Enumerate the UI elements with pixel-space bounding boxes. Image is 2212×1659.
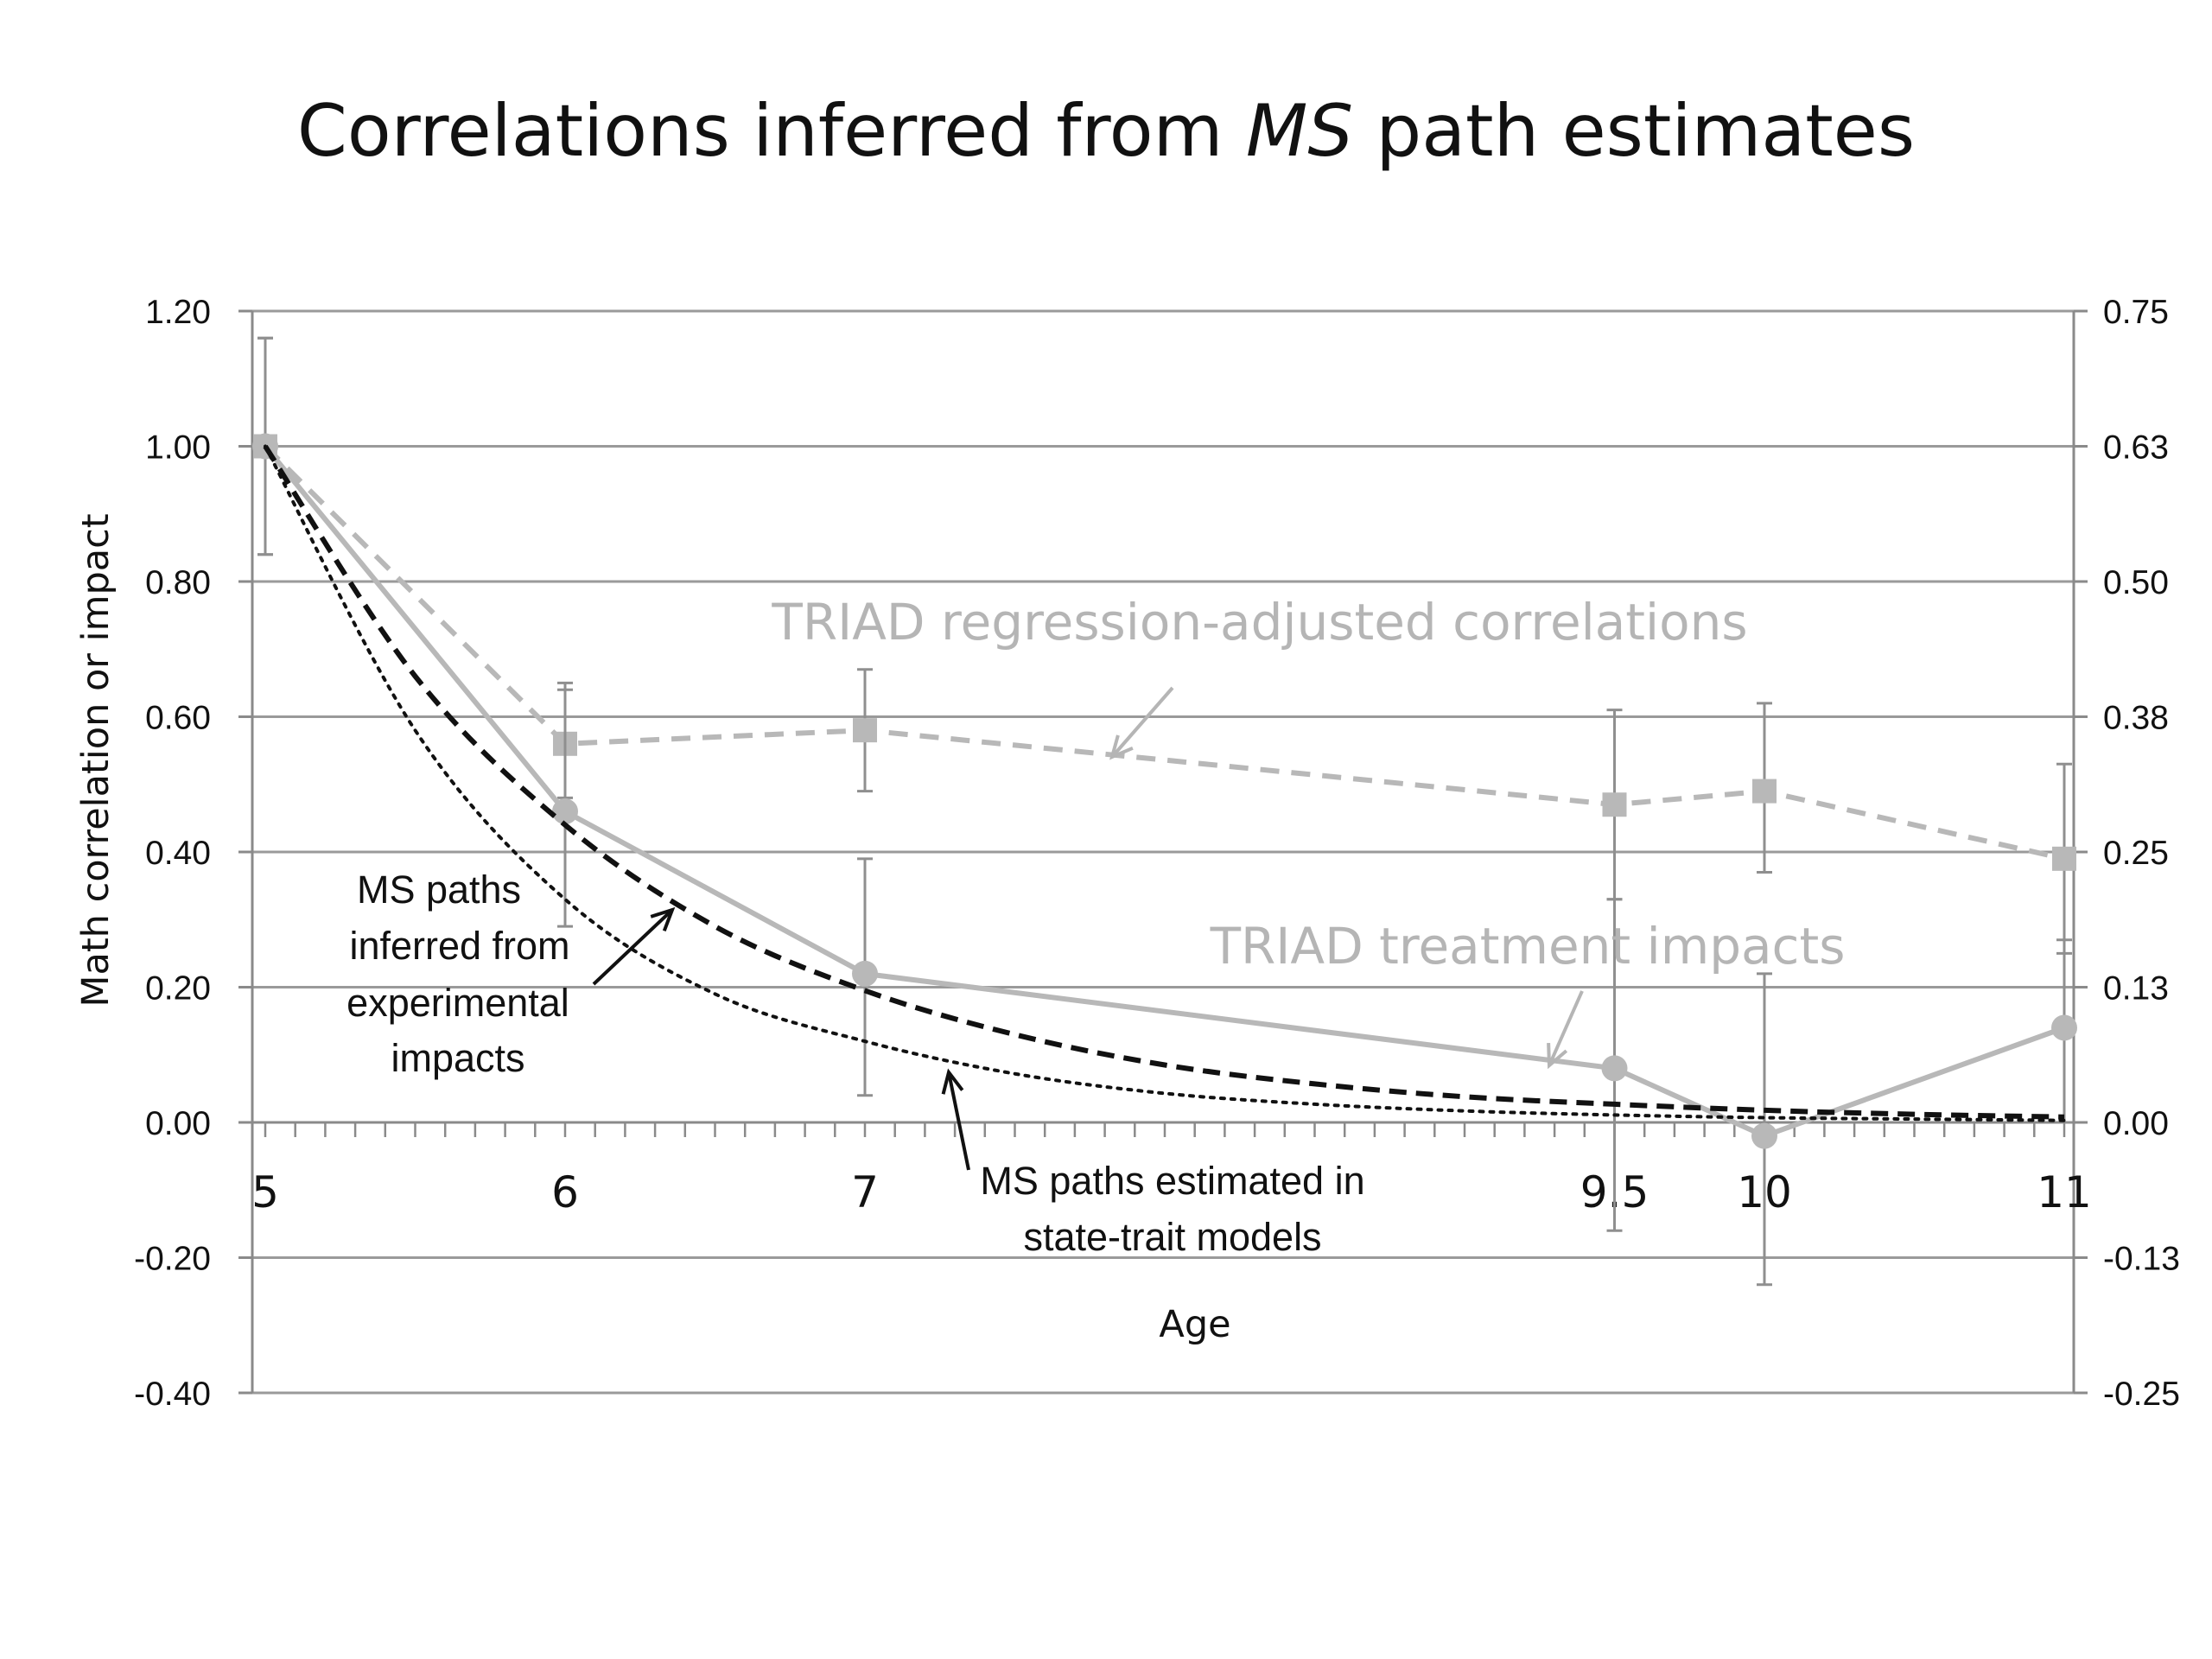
y2-tick-label: 0.63 xyxy=(2103,429,2169,467)
y2-tick-label: 0.50 xyxy=(2103,564,2169,601)
arrow-triad-correlations-head xyxy=(1109,734,1134,760)
y2-tick-label: -0.25 xyxy=(2103,1376,2180,1413)
series-line xyxy=(264,444,2066,1122)
data-point-square xyxy=(2052,846,2076,871)
arrow-ms-inferred-shaft xyxy=(592,908,674,986)
series-3 xyxy=(264,444,2066,1122)
arrow-ms-estimated-shaft xyxy=(947,1071,970,1171)
arrow-triad-correlations-shaft xyxy=(1110,686,1174,759)
y-tick-label: 0.40 xyxy=(145,835,211,872)
y2-tick-label: 0.38 xyxy=(2103,700,2169,737)
y-tick-label: 1.00 xyxy=(145,429,211,467)
y-tick-label: 0.00 xyxy=(145,1105,211,1142)
series xyxy=(252,336,2077,1287)
data-point-square xyxy=(853,718,877,743)
annotation-triad-correlations: TRIAD regression-adjusted correlations xyxy=(771,593,1747,652)
data-point-circle xyxy=(552,798,578,825)
annotation-ms-estimated-line: state-trait models xyxy=(1023,1215,1321,1259)
y-tick-label: -0.40 xyxy=(134,1376,211,1413)
axes: -0.40 -0.25 -0.20 -0.13 0.00 0.00 0.20 0.13 0.40… xyxy=(134,294,2180,1413)
arrow-triad-impacts-head xyxy=(1547,1042,1568,1070)
y2-tick-label: -0.13 xyxy=(2103,1241,2180,1278)
annotation-ms-estimated-line: MS paths estimated in xyxy=(980,1159,1364,1203)
annotation-ms-inferred-line: inferred from xyxy=(349,924,569,968)
x-tick-label: 7 xyxy=(851,1167,879,1217)
y-tick-label: -0.20 xyxy=(134,1241,211,1278)
chart-title-pre: Correlations inferred from xyxy=(297,89,1246,173)
y-tick-label: 1.20 xyxy=(145,294,211,331)
y-tick-label: 0.80 xyxy=(145,564,211,601)
chart-title-italic: MS xyxy=(1246,89,1353,173)
data-point-circle xyxy=(852,960,878,987)
arrow-ms-estimated-head xyxy=(941,1068,964,1095)
data-point-circle xyxy=(1601,1055,1628,1082)
series-1 xyxy=(252,336,2077,1287)
y-tick-label: 0.20 xyxy=(145,970,211,1007)
arrow-ms-inferred-head xyxy=(650,906,676,932)
series-2 xyxy=(263,444,2065,1120)
data-point-circle xyxy=(2051,1014,2077,1041)
annotation-triad-impacts: TRIAD treatment impacts xyxy=(1210,917,1846,976)
data-point-circle xyxy=(1751,1122,1777,1149)
y2-tick-label: 0.00 xyxy=(2103,1105,2169,1142)
x-tick-label: 11 xyxy=(2037,1167,2092,1217)
y-axis-title: Math correlation or impact xyxy=(74,513,118,1007)
x-tick-label: 5 xyxy=(251,1167,279,1217)
series-line xyxy=(263,444,2065,861)
series-line xyxy=(263,444,2066,1139)
chart-title: Correlations inferred from MS path estim… xyxy=(297,89,1915,173)
chart-title-post: path estimates xyxy=(1353,89,1915,173)
y-tick-label: 0.60 xyxy=(145,700,211,737)
arrow-triad-impacts-shaft xyxy=(1548,990,1584,1066)
annotation-ms-inferred-line: impacts xyxy=(391,1036,524,1080)
y2-tick-label: 0.13 xyxy=(2103,970,2169,1007)
x-tick-label: 6 xyxy=(551,1167,579,1217)
x-axis-title: Age xyxy=(1159,1303,1230,1346)
y2-tick-label: 0.75 xyxy=(2103,294,2169,331)
data-point-square xyxy=(1602,792,1627,817)
series-line xyxy=(263,444,2065,1120)
annotation-ms-inferred-line: experimental xyxy=(346,981,569,1025)
annotations: MS paths inferred from experimental impacts… xyxy=(346,593,1845,1259)
data-point-square xyxy=(1752,779,1777,804)
annotation-ms-inferred-line: MS paths xyxy=(357,868,521,912)
y2-tick-label: 0.25 xyxy=(2103,835,2169,872)
